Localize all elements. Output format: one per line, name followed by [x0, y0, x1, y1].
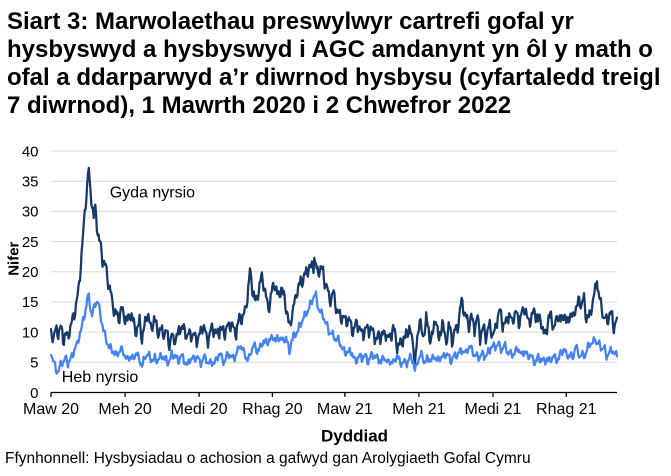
svg-text:20: 20 [22, 264, 39, 281]
svg-text:Nifer: Nifer [6, 241, 23, 275]
svg-text:10: 10 [22, 324, 39, 341]
svg-text:5: 5 [30, 355, 38, 372]
svg-text:25: 25 [22, 234, 39, 251]
svg-text:Meh 21: Meh 21 [392, 401, 445, 418]
svg-text:15: 15 [22, 294, 39, 311]
svg-text:Dyddiad: Dyddiad [321, 427, 388, 446]
svg-text:Rhag 21: Rhag 21 [536, 401, 597, 418]
svg-text:Medi 21: Medi 21 [465, 401, 522, 418]
svg-text:Medi 20: Medi 20 [171, 401, 228, 418]
svg-text:0: 0 [30, 385, 38, 402]
svg-text:35: 35 [22, 174, 39, 191]
svg-text:Maw 20: Maw 20 [23, 401, 79, 418]
svg-text:Heb nyrsio: Heb nyrsio [62, 369, 139, 386]
svg-text:Gyda nyrsio: Gyda nyrsio [110, 185, 195, 202]
svg-text:30: 30 [22, 204, 39, 221]
svg-text:Meh 20: Meh 20 [98, 401, 151, 418]
svg-text:Maw 21: Maw 21 [317, 401, 373, 418]
svg-text:40: 40 [22, 143, 39, 160]
svg-text:Rhag 20: Rhag 20 [242, 401, 303, 418]
